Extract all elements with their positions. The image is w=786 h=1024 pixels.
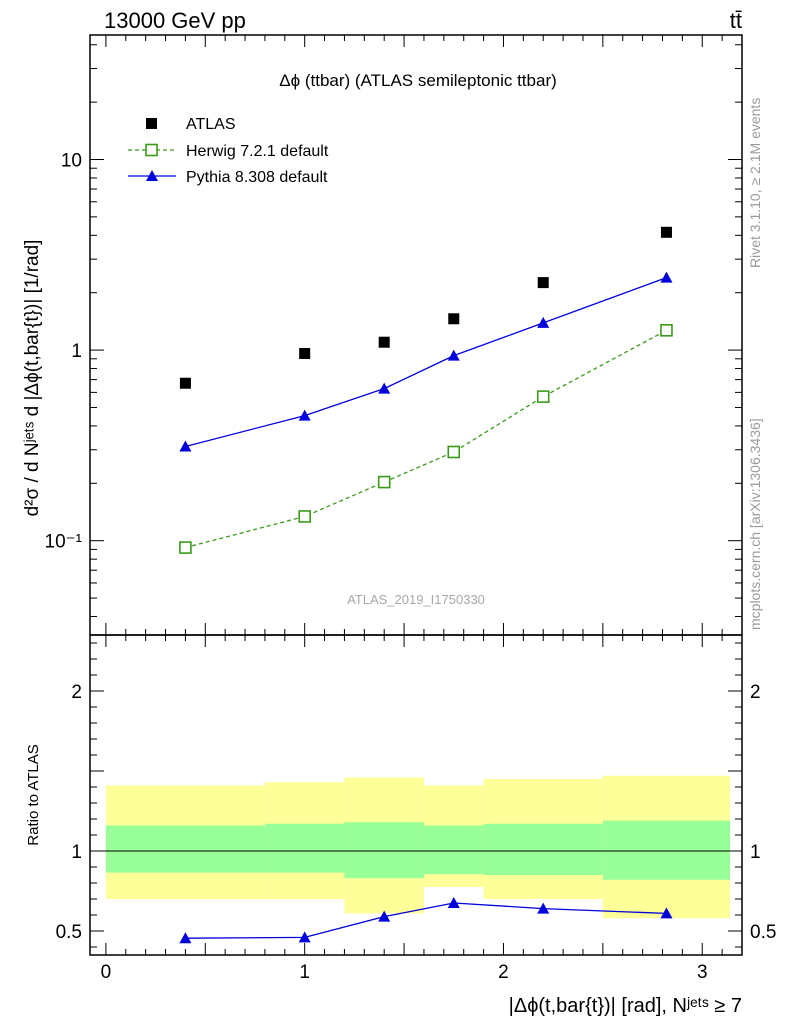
x-tick-label: 0 (101, 962, 112, 983)
main-y-axis-label: d²σ / d Nʲᵉᵗˢ d |Δϕ(t,bar{t})| [1/rad] (22, 240, 43, 517)
energy-label: 13000 GeV pp (104, 8, 246, 33)
ratio-y-tick-label-right: 2 (750, 682, 761, 703)
main-point-atlas (179, 377, 191, 389)
ratio-point-pythia (660, 907, 673, 919)
main-point-pythia (179, 440, 192, 452)
legend: ATLAS Herwig 7.2.1 default Pythia 8.308 … (128, 116, 329, 186)
uncertainty-bands (90, 775, 742, 919)
main-point-atlas (378, 336, 390, 348)
ratio-band-green-2 (344, 822, 424, 879)
main-point-pythia (378, 382, 391, 394)
main-point-atlas (448, 313, 460, 325)
main-title: Δϕ (ttbar) (ATLAS semileptonic ttbar) (279, 71, 557, 90)
ratio-point-pythia (447, 897, 460, 908)
main-point-pythia (660, 271, 673, 283)
ratio-band-green-5 (602, 820, 731, 880)
ratio-y-axis-label: Ratio to ATLAS (25, 744, 42, 845)
ratio-point-pythia (378, 910, 391, 922)
ratio-y-tick-label-right: 0.5 (750, 922, 776, 943)
ratio-series-line-pythia (185, 902, 667, 939)
legend-marker-herwig (145, 143, 158, 157)
x-tick-label: 1 (299, 962, 310, 983)
x-axis-label: |Δϕ(t,bar{t})| [rad], Nʲᵉᵗˢ ≥ 7 (509, 995, 742, 1017)
ratio-point-pythia (298, 931, 311, 943)
legend-label-pythia: Pythia 8.308 default (186, 169, 328, 186)
ratio-point-pythia (179, 932, 192, 944)
legend-marker-pythia (146, 170, 158, 181)
main-y-tick-label: 10⁻¹ (45, 532, 83, 553)
ratio-band-green-0 (105, 825, 265, 873)
main-y-tick-label: 1 (71, 341, 82, 362)
process-label: tt̄ (730, 8, 742, 33)
ratio-y-tick-label-left: 0.5 (56, 922, 82, 943)
analysis-watermark: ATLAS_2019_I1750330 (347, 592, 485, 607)
ratio-y-tick-label-right: 1 (750, 842, 761, 863)
ratio-band-green-4 (483, 823, 603, 875)
main-point-herwig (179, 541, 192, 554)
x-tick-label: 2 (498, 962, 509, 983)
plot-frames (89, 34, 743, 956)
legend-label-herwig: Herwig 7.2.1 default (186, 143, 329, 160)
main-point-pythia (537, 316, 550, 328)
main-series-line-pythia (185, 277, 667, 448)
axis-ticks: 0 1 2 3 10⁻¹ 1 10 0.5 0.5 1 1 2 2 (45, 35, 776, 983)
main-y-tick-label: 10 (61, 150, 82, 171)
main-series-line-herwig (185, 329, 667, 549)
legend-label-atlas: ATLAS (186, 116, 236, 133)
x-tick-label: 3 (697, 962, 708, 983)
ratio-point-pythia (537, 902, 550, 914)
main-point-herwig (447, 445, 461, 459)
ratio-plot-frame (89, 634, 743, 956)
mcplots-label: mcplots.cern.ch [arXiv:1306.3436] (747, 418, 763, 630)
ratio-band-green-1 (264, 823, 345, 873)
main-point-herwig (298, 510, 311, 523)
main-point-herwig (536, 390, 550, 403)
main-point-herwig (377, 475, 391, 489)
main-point-atlas (299, 347, 311, 359)
ratio-y-tick-label-left: 1 (71, 842, 82, 863)
data-marks (179, 226, 673, 944)
rivet-label: Rivet 3.1.10, ≥ 2.1M events (747, 98, 763, 268)
main-point-atlas (537, 277, 549, 289)
ratio-band-green-3 (423, 825, 484, 875)
main-point-pythia (298, 409, 311, 421)
legend-marker-atlas (146, 118, 157, 129)
main-point-pythia (447, 349, 460, 361)
main-point-herwig (660, 324, 673, 337)
main-point-atlas (660, 226, 672, 238)
ratio-y-tick-label-left: 2 (71, 682, 82, 703)
